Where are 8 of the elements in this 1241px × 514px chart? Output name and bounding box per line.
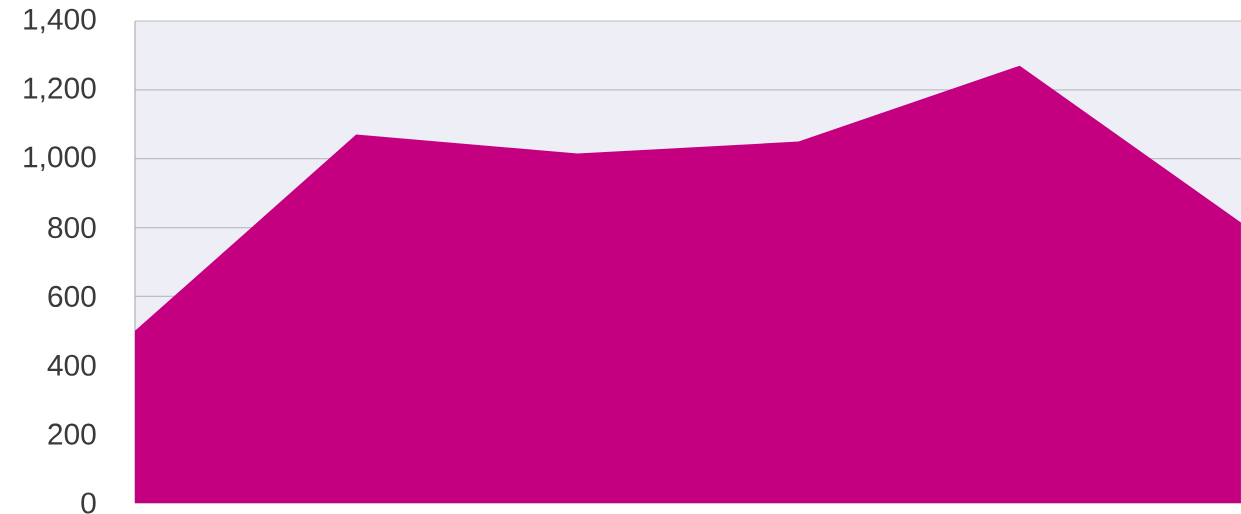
y-tick-label: 1,000: [24, 146, 96, 172]
y-tick-label: 200: [48, 423, 96, 445]
y-tick-label: 1,200: [24, 77, 96, 103]
y-tick-label: 1,400: [24, 8, 96, 34]
y-tick-label: 0: [81, 492, 96, 514]
y-tick-label: 600: [48, 285, 96, 308]
y-tick-label: 800: [48, 216, 96, 239]
y-tick-label: 400: [47, 354, 96, 376]
